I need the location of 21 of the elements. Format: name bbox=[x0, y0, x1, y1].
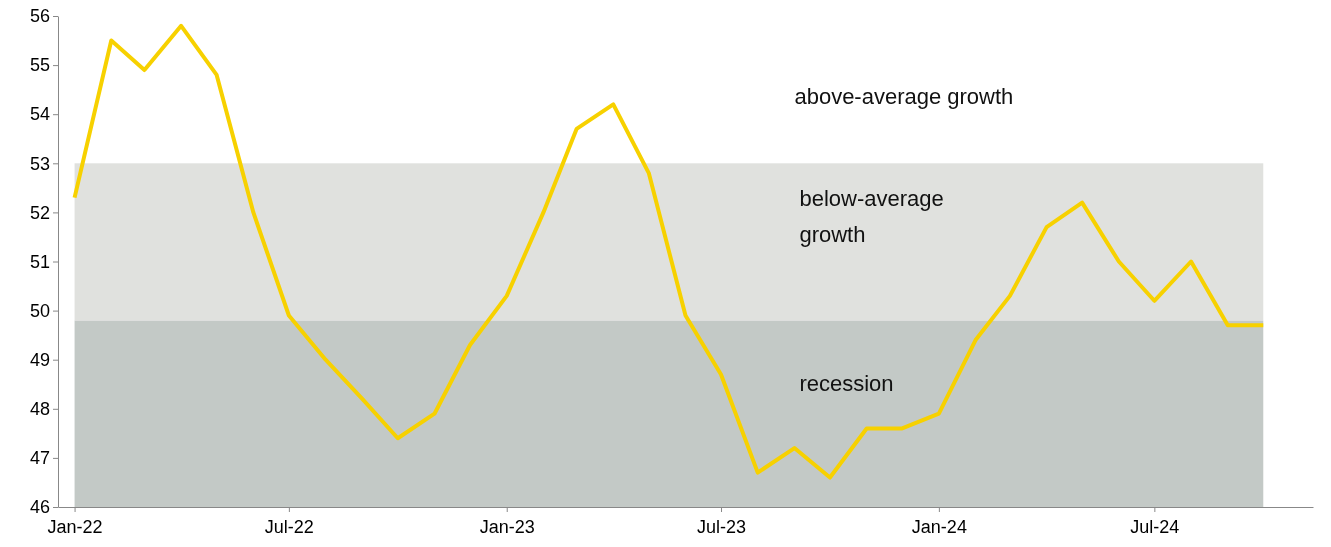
y-tick-label: 49 bbox=[29, 349, 50, 370]
y-tick-label: 47 bbox=[29, 448, 50, 469]
y-tick-label: 50 bbox=[29, 300, 50, 321]
x-tick-label: Jul-23 bbox=[697, 517, 747, 537]
band-label: recession bbox=[799, 370, 894, 396]
y-tick-label: 51 bbox=[29, 251, 50, 272]
y-tick-label: 48 bbox=[29, 399, 50, 420]
y-tick-label: 56 bbox=[29, 6, 50, 27]
x-tick-label: Jan-22 bbox=[47, 517, 103, 537]
x-tick-label: Jan-23 bbox=[479, 517, 535, 537]
y-tick-label: 46 bbox=[29, 497, 50, 518]
y-tick-label: 53 bbox=[29, 153, 50, 174]
x-tick-label: Jul-24 bbox=[1130, 517, 1180, 537]
x-tick-label: Jan-24 bbox=[911, 517, 967, 537]
annotation: above-average growth bbox=[794, 84, 1014, 109]
y-tick-label: 55 bbox=[29, 55, 50, 76]
x-tick-label: Jul-22 bbox=[264, 517, 314, 537]
y-tick-label: 54 bbox=[29, 104, 50, 125]
line-series bbox=[72, 23, 1266, 480]
band-label: below-average growth bbox=[799, 185, 944, 247]
y-tick-label: 52 bbox=[29, 202, 50, 223]
